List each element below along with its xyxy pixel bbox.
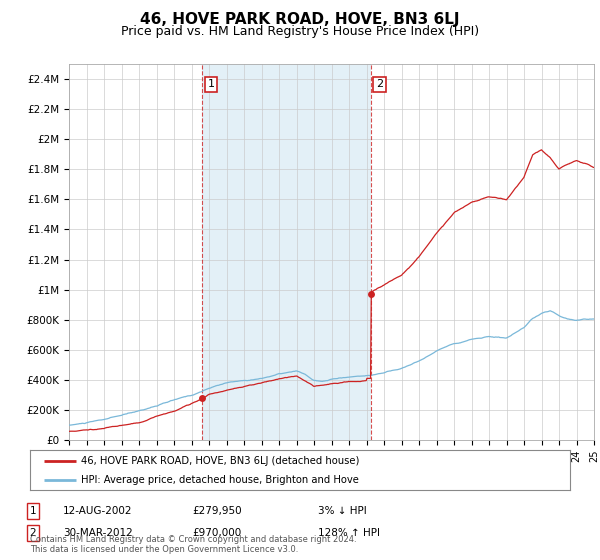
Text: £279,950: £279,950	[192, 506, 242, 516]
Text: 1: 1	[29, 506, 37, 516]
Text: HPI: Average price, detached house, Brighton and Hove: HPI: Average price, detached house, Brig…	[82, 475, 359, 485]
Text: 46, HOVE PARK ROAD, HOVE, BN3 6LJ: 46, HOVE PARK ROAD, HOVE, BN3 6LJ	[140, 12, 460, 27]
Text: 128% ↑ HPI: 128% ↑ HPI	[318, 528, 380, 538]
Text: 1: 1	[208, 80, 215, 90]
Text: 12-AUG-2002: 12-AUG-2002	[63, 506, 133, 516]
Text: £970,000: £970,000	[192, 528, 241, 538]
Bar	[202, 64, 371, 440]
Text: Contains HM Land Registry data © Crown copyright and database right 2024.
This d: Contains HM Land Registry data © Crown c…	[30, 535, 356, 554]
Text: 2: 2	[29, 528, 37, 538]
Text: 30-MAR-2012: 30-MAR-2012	[63, 528, 133, 538]
Text: 3% ↓ HPI: 3% ↓ HPI	[318, 506, 367, 516]
Text: Price paid vs. HM Land Registry's House Price Index (HPI): Price paid vs. HM Land Registry's House …	[121, 25, 479, 38]
Text: 46, HOVE PARK ROAD, HOVE, BN3 6LJ (detached house): 46, HOVE PARK ROAD, HOVE, BN3 6LJ (detac…	[82, 456, 359, 466]
Text: 2: 2	[376, 80, 383, 90]
